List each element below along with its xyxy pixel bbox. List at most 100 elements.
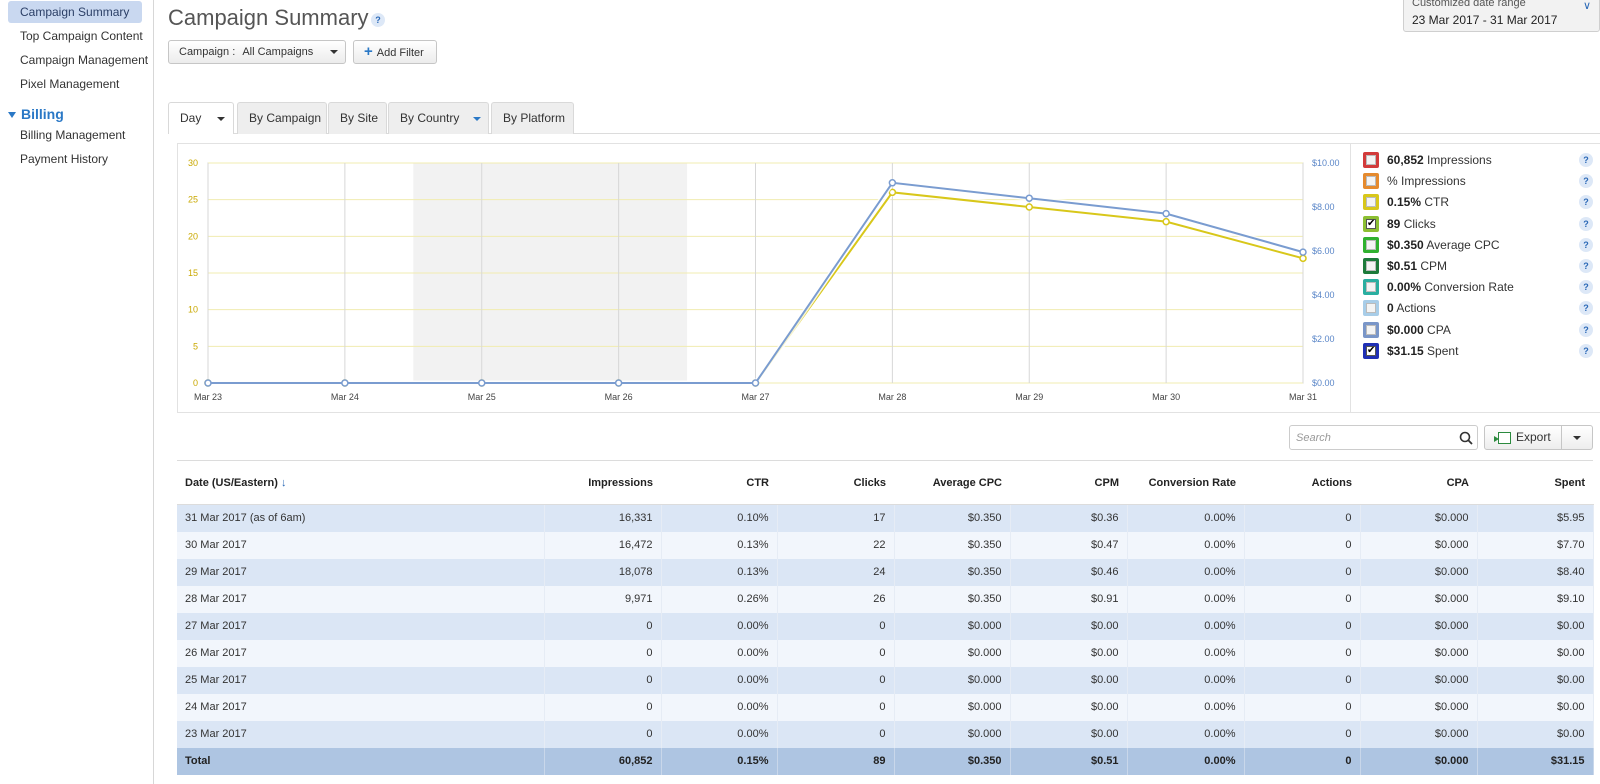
legend-item[interactable]: $0.350 Average CPC? bbox=[1363, 236, 1593, 254]
data-point bbox=[1025, 203, 1033, 211]
table-cell: 0 bbox=[1244, 504, 1361, 532]
tab-by-campaign[interactable]: By Campaign bbox=[237, 102, 327, 134]
help-icon[interactable]: ? bbox=[1579, 343, 1593, 358]
y-left-tick-label: 25 bbox=[188, 195, 198, 205]
table-cell: 16,331 bbox=[544, 504, 662, 532]
tab-by-country[interactable]: By Country bbox=[388, 102, 489, 134]
legend-checkbox[interactable] bbox=[1363, 321, 1379, 338]
table-cell: 28 Mar 2017 bbox=[177, 585, 545, 613]
tab-by-platform[interactable]: By Platform bbox=[491, 102, 574, 134]
sidebar-item-payment-history[interactable]: Payment History bbox=[20, 152, 109, 166]
sidebar-item-top-campaign-content[interactable]: Top Campaign Content bbox=[20, 29, 143, 43]
sidebar-item-billing-management[interactable]: Billing Management bbox=[20, 128, 126, 142]
column-header-ctr[interactable]: CTR bbox=[661, 460, 777, 505]
help-icon[interactable]: ? bbox=[1579, 322, 1593, 337]
legend-item[interactable]: ✔ 89 Clicks? bbox=[1363, 215, 1593, 233]
table-total-row: Total 60,852 0.15% 89 $0.350 $0.51 0.00% 0 $0.00… bbox=[177, 747, 1594, 775]
data-point bbox=[1162, 209, 1170, 218]
table-header-row: Date (US/Eastern) ↓ Impressions CTR Clic… bbox=[177, 460, 1593, 505]
caret-down-icon bbox=[473, 116, 482, 121]
tab-by-site[interactable]: By Site bbox=[328, 102, 387, 134]
legend-checkbox[interactable] bbox=[1363, 194, 1379, 211]
legend-item[interactable]: % Impressions? bbox=[1363, 172, 1593, 190]
legend-item[interactable]: 0.15% CTR? bbox=[1363, 193, 1593, 211]
legend-checkbox[interactable] bbox=[1363, 152, 1379, 168]
legend-checkbox[interactable] bbox=[1363, 173, 1379, 190]
help-icon[interactable]: ? bbox=[1579, 237, 1593, 252]
campaign-select-value: All Campaigns bbox=[242, 46, 314, 58]
page-title: Campaign Summary bbox=[168, 5, 369, 30]
x-tick-label: Mar 30 bbox=[1152, 392, 1180, 402]
search-button[interactable] bbox=[1454, 425, 1478, 450]
legend-checkbox[interactable] bbox=[1363, 258, 1379, 274]
legend-text: 0.00% Conversion Rate bbox=[1387, 279, 1514, 295]
column-header-date[interactable]: Date (US/Eastern) ↓ bbox=[177, 460, 544, 505]
campaign-select[interactable]: Campaign : All Campaigns bbox=[168, 40, 346, 64]
help-icon[interactable]: ? bbox=[1579, 280, 1593, 295]
legend-item[interactable]: 60,852 Impressions? bbox=[1363, 151, 1593, 169]
legend-checkbox[interactable] bbox=[1363, 279, 1379, 296]
export-dropdown-button[interactable] bbox=[1561, 425, 1593, 450]
legend-label: Average CPC bbox=[1426, 237, 1500, 252]
legend-checkbox[interactable]: ✔ bbox=[1363, 342, 1379, 359]
date-range-picker[interactable]: Customized date range 23 Mar 2017 - 31 M… bbox=[1403, 0, 1600, 32]
column-header-conversion-rate[interactable]: Conversion Rate bbox=[1127, 460, 1244, 505]
table-cell: 0.00% bbox=[1127, 666, 1245, 694]
help-icon[interactable]: ? bbox=[1579, 195, 1593, 210]
legend-text: $0.350 Average CPC bbox=[1387, 237, 1500, 253]
sidebar-item-pixel-management[interactable]: Pixel Management bbox=[20, 77, 120, 91]
table-cell: $0.350 bbox=[894, 531, 1011, 559]
legend-text: $0.000 CPA bbox=[1387, 322, 1451, 338]
table-row: 26 Mar 2017 0 0.00% 0 $0.000 $0.00 0.00% 0 $0.00… bbox=[177, 639, 1594, 667]
legend-text: $0.51 CPM bbox=[1387, 258, 1447, 274]
column-header-clicks[interactable]: Clicks bbox=[777, 460, 894, 505]
legend-checkbox[interactable] bbox=[1363, 300, 1379, 317]
table-cell: 25 Mar 2017 bbox=[177, 666, 545, 694]
legend-checkbox[interactable] bbox=[1363, 236, 1379, 253]
help-icon[interactable]: ? bbox=[1579, 153, 1593, 167]
table-cell: 18,078 bbox=[544, 558, 662, 586]
help-icon[interactable]: ? bbox=[1579, 174, 1593, 189]
help-icon[interactable]: ? bbox=[1579, 301, 1593, 316]
data-point bbox=[751, 379, 760, 387]
column-header-cpm[interactable]: CPM bbox=[1010, 460, 1127, 505]
tab-day[interactable]: Day bbox=[168, 102, 234, 134]
help-icon[interactable]: ? bbox=[1579, 216, 1593, 231]
sidebar-item-campaign-summary[interactable]: Campaign Summary bbox=[8, 1, 142, 23]
legend-item[interactable]: ✔ $31.15 Spent? bbox=[1363, 342, 1593, 360]
column-header-average-cpc[interactable]: Average CPC bbox=[894, 460, 1010, 505]
sidebar-item-campaign-management[interactable]: Campaign Management bbox=[20, 53, 149, 67]
table-cell: $0.000 bbox=[1360, 531, 1478, 559]
x-tick-label: Mar 27 bbox=[741, 392, 769, 402]
legend-item[interactable]: $0.000 CPA? bbox=[1363, 321, 1593, 339]
x-tick-label: Mar 23 bbox=[194, 392, 222, 402]
legend-value: 89 bbox=[1387, 216, 1401, 231]
table-cell: 17 bbox=[777, 504, 895, 532]
column-header-cpa[interactable]: CPA bbox=[1360, 460, 1477, 505]
search-input[interactable] bbox=[1289, 425, 1455, 450]
table-cell: 29 Mar 2017 bbox=[177, 558, 545, 586]
search-icon bbox=[1459, 431, 1473, 445]
export-button[interactable]: Export bbox=[1484, 425, 1562, 450]
legend-item[interactable]: $0.51 CPM? bbox=[1363, 257, 1593, 275]
help-icon[interactable]: ? bbox=[371, 13, 385, 27]
sidebar-group-billing[interactable]: Billing bbox=[8, 103, 64, 125]
legend-item[interactable]: 0 Actions? bbox=[1363, 299, 1593, 317]
table-cell: 0.00% bbox=[1127, 720, 1245, 748]
data-point bbox=[888, 179, 897, 187]
column-header-actions[interactable]: Actions bbox=[1244, 460, 1360, 505]
table-cell: 0.13% bbox=[661, 531, 778, 559]
legend-item[interactable]: 0.00% Conversion Rate? bbox=[1363, 278, 1593, 296]
table-cell: $0.36 bbox=[1010, 504, 1128, 532]
legend-checkbox[interactable]: ✔ bbox=[1363, 215, 1379, 232]
legend-text: $31.15 Spent bbox=[1387, 343, 1458, 359]
table-cell: $9.10 bbox=[1477, 585, 1594, 613]
table-cell: 0 bbox=[1244, 639, 1361, 667]
help-icon[interactable]: ? bbox=[1579, 259, 1593, 273]
column-header-impressions[interactable]: Impressions bbox=[544, 460, 661, 505]
excel-export-icon bbox=[1494, 431, 1511, 444]
add-filter-button[interactable]: + Add Filter bbox=[353, 40, 437, 64]
legend-text: 60,852 Impressions bbox=[1387, 152, 1492, 168]
column-header-spent[interactable]: Spent bbox=[1477, 460, 1593, 505]
campaign-select-label: Campaign : bbox=[179, 46, 236, 58]
